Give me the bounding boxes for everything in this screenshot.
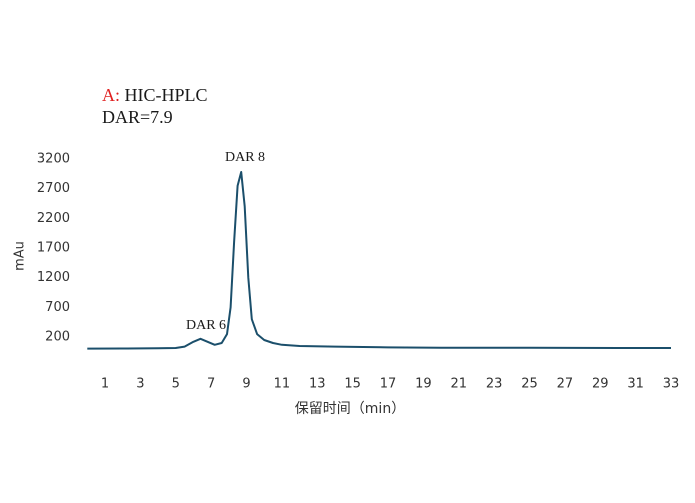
x-tick-label: 29 (592, 377, 609, 392)
x-tick-label: 25 (521, 377, 538, 392)
x-tick-label: 31 (627, 377, 644, 392)
x-tick-label: 9 (242, 377, 250, 392)
chart-title-line: A: HIC-HPLC (102, 85, 208, 105)
x-tick-label: 11 (274, 377, 291, 392)
x-tick-label: 19 (415, 377, 432, 392)
y-tick-label: 2200 (37, 211, 70, 226)
x-tick-label: 27 (557, 377, 574, 392)
y-tick-label: 200 (45, 330, 70, 345)
y-tick-label: 700 (45, 300, 70, 315)
y-axis-label: mAu (13, 241, 28, 271)
annotation: DAR 6 (186, 318, 226, 333)
x-axis-label: 保留时间（min） (295, 401, 405, 417)
trace-line (87, 171, 671, 350)
annotation: DAR 8 (225, 150, 265, 165)
x-tick-label: 3 (136, 377, 144, 392)
x-tick-label: 15 (344, 377, 361, 392)
x-tick-label: 17 (380, 377, 397, 392)
x-tick-label: 23 (486, 377, 503, 392)
y-tick-label: 2700 (37, 181, 70, 196)
y-tick-label: 3200 (37, 151, 70, 166)
x-tick-label: 21 (450, 377, 467, 392)
y-tick-label: 1200 (37, 270, 70, 285)
chart-subtitle: DAR=7.9 (102, 107, 173, 127)
x-tick-label: 7 (207, 377, 215, 392)
chart-title: HIC-HPLC (125, 85, 208, 105)
y-tick-label: 1700 (37, 240, 70, 255)
x-tick-label: 33 (663, 377, 680, 392)
title-prefix: A: (102, 85, 120, 105)
x-tick-label: 1 (101, 377, 109, 392)
x-tick-label: 5 (172, 377, 180, 392)
x-tick-label: 13 (309, 377, 326, 392)
